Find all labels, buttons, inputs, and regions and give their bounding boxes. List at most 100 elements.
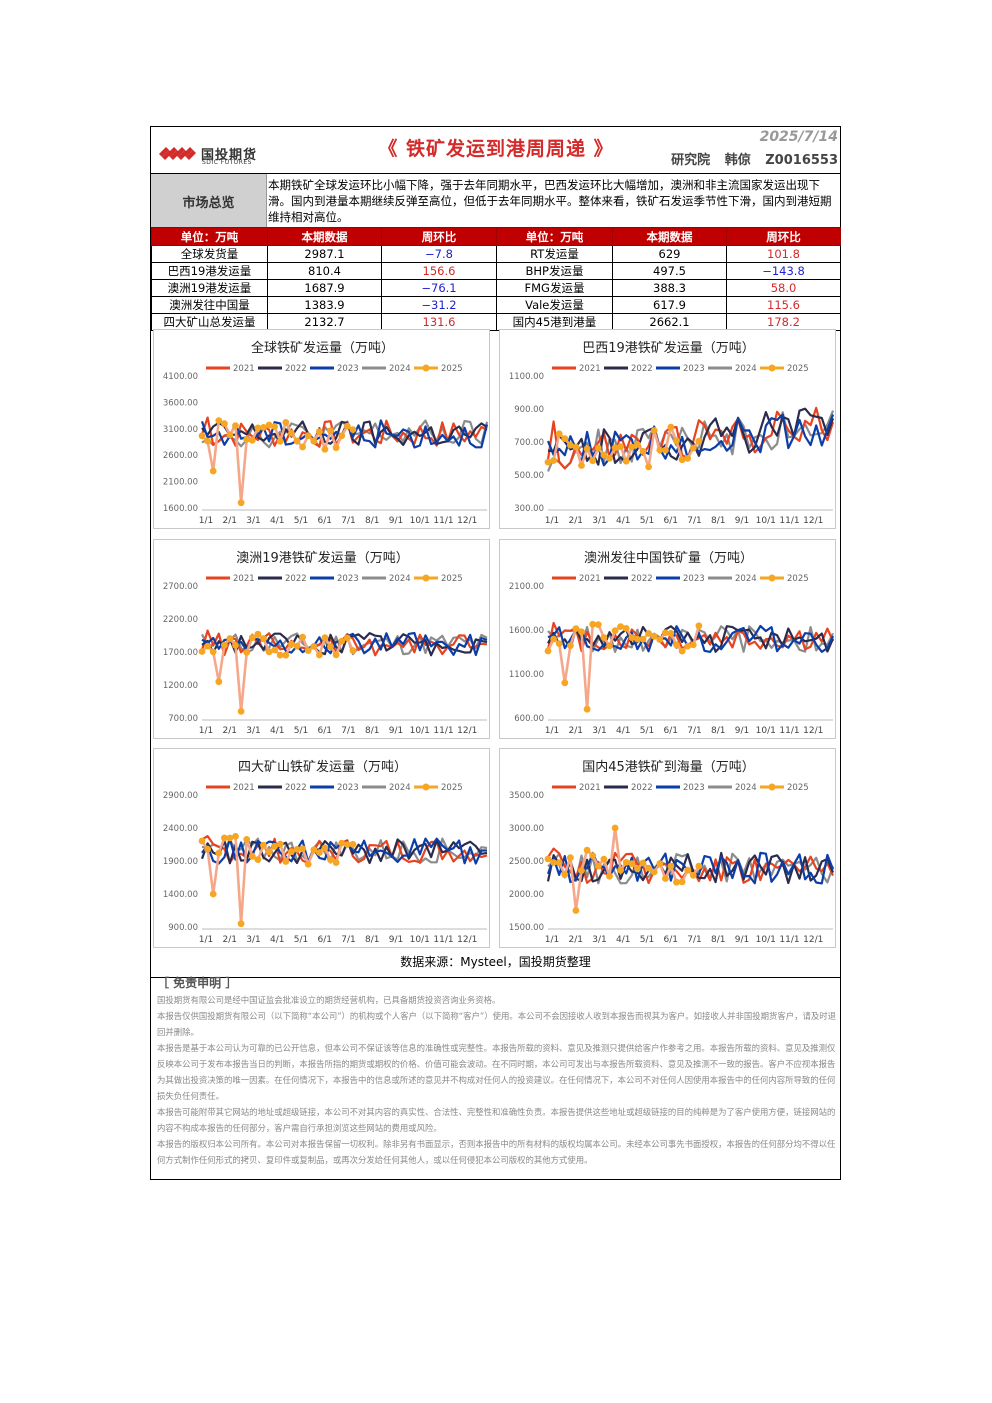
series-point-2025: [204, 642, 211, 650]
svg-text:2025: 2025: [787, 783, 809, 793]
series-point-2025: [349, 840, 357, 848]
row-value-right: 629: [612, 245, 727, 263]
legend-item: 2025: [760, 574, 809, 584]
series-point-2025: [276, 437, 284, 445]
series-point-2025: [304, 432, 312, 440]
x-tick-label: 1/1: [199, 726, 213, 736]
series-point-2025: [650, 868, 658, 876]
x-tick-label: 2/1: [223, 726, 237, 736]
series-point-2025: [254, 424, 262, 432]
series-line-2025: [201, 419, 354, 504]
series-point-2025: [673, 878, 680, 886]
series-point-2025: [594, 621, 602, 628]
svg-text:2024: 2024: [735, 783, 757, 793]
line-chart: 澳洲发往中国铁矿量（万吨） 2021 2022 2023 2024 2025 2100.00…: [509, 550, 835, 736]
series-point-2025: [332, 651, 340, 659]
series-line-2022: [546, 851, 835, 885]
series-point-2025: [611, 627, 619, 634]
x-tick-label: 8/1: [711, 516, 725, 526]
series-point-2025: [695, 862, 703, 870]
chart-panel: 四大矿山铁矿发运量（万吨） 2021 2022 2023 2024 2025 2900.00…: [153, 748, 490, 948]
series-point-2025: [299, 443, 306, 451]
series-point-2025: [656, 860, 664, 867]
disclaimer-body: 国投期货有限公司是经中国证监会批准设立的期货经营机构，已具备期货投资咨询业务资格…: [157, 992, 837, 1168]
shipment-table: 单位：万吨 本期数据 周环比 单位：万吨 本期数据 周环比 全球发货量 2987.…: [151, 227, 841, 331]
chart-panel: 澳洲发往中国铁矿量（万吨） 2021 2022 2023 2024 2025 2100.00…: [499, 539, 836, 739]
series-point-2025: [304, 860, 312, 868]
disclaimer-paragraph: 本报告仅供国投期货有限公司（以下简称“本公司”）的机构或个人客户（以下简称“客户…: [157, 1011, 836, 1037]
series-point-2025: [550, 859, 557, 866]
series-point-2025: [327, 427, 334, 435]
series-point-2025: [310, 437, 318, 445]
y-tick-label: 500.00: [514, 471, 544, 481]
series-point-2025: [622, 625, 630, 632]
series-point-2025: [662, 446, 669, 454]
series-point-2025: [338, 839, 346, 847]
series-point-2025: [304, 647, 312, 654]
series-line-2025: [201, 632, 355, 713]
svg-text:2022: 2022: [285, 783, 307, 793]
series-point-2025: [310, 846, 318, 854]
row-change-right: 101.8: [726, 245, 841, 263]
disclaimer-paragraph: 本报告的版权归本公司所有。本公司对本报告保留一切权利。除非另有书面显示，否则本报…: [157, 1139, 836, 1165]
series-point-2025: [600, 855, 608, 863]
x-tick-label: 4/1: [616, 516, 630, 526]
x-tick-label: 6/1: [664, 516, 678, 526]
series-point-2025: [695, 622, 703, 630]
y-tick-label: 1600.00: [509, 626, 544, 636]
row-name-right: FMG发运量: [496, 279, 613, 297]
table-row: 四大矿山总发运量 2132.7 131.6 国内45港到港量 2662.1 178.2: [151, 313, 841, 331]
x-tick-label: 9/1: [389, 935, 403, 945]
x-tick-label: 3/1: [246, 726, 260, 736]
series-point-2025: [282, 419, 290, 426]
x-tick-label: 8/1: [365, 935, 379, 945]
y-tick-label: 3100.00: [163, 425, 198, 435]
series-point-2025: [695, 437, 703, 445]
row-name-right: BHP发运量: [496, 262, 613, 280]
x-tick-label: 10/1: [410, 935, 430, 945]
series-point-2025: [338, 637, 346, 645]
series-line-2022: [201, 420, 488, 447]
y-tick-label: 2100.00: [509, 582, 544, 592]
legend-item: 2025: [414, 574, 463, 584]
y-tick-label: 1700.00: [163, 648, 198, 658]
series-point-2025: [271, 842, 278, 850]
series-point-2025: [254, 630, 262, 638]
svg-text:2021: 2021: [579, 783, 601, 793]
x-tick-label: 2/1: [569, 726, 583, 736]
series-point-2025: [338, 432, 346, 440]
series-point-2025: [226, 431, 234, 439]
x-tick-label: 3/1: [592, 726, 606, 736]
svg-text:2021: 2021: [579, 364, 601, 374]
y-tick-label: 4100.00: [163, 372, 198, 382]
series-point-2025: [583, 705, 591, 713]
disclaimer-paragraph: 本报告是基于本公司认为可靠的已公开信息，但本公司不保证该等信息的准确性或完整性。…: [157, 1043, 836, 1101]
svg-text:2023: 2023: [683, 364, 705, 374]
x-tick-label: 2/1: [569, 935, 583, 945]
x-tick-label: 8/1: [711, 935, 725, 945]
y-tick-label: 600.00: [514, 714, 544, 724]
x-tick-label: 6/1: [318, 935, 332, 945]
svg-text:2021: 2021: [233, 783, 255, 793]
x-tick-label: 5/1: [294, 726, 308, 736]
y-tick-label: 3000.00: [509, 824, 544, 834]
x-tick-label: 9/1: [389, 726, 403, 736]
row-name-left: 全球发货量: [151, 245, 268, 263]
series-point-2025: [606, 642, 613, 650]
x-tick-label: 12/1: [457, 935, 477, 945]
series-point-2025: [204, 437, 211, 445]
series-point-2025: [583, 846, 591, 854]
series-point-2025: [198, 837, 206, 845]
svg-text:2022: 2022: [631, 783, 653, 793]
y-tick-label: 1100.00: [509, 372, 544, 382]
legend-item: 2024: [708, 364, 757, 374]
summary-text: 本期铁矿全球发运环比小幅下降，强于去年同期水平，巴西发运环比大幅增加，澳洲和非主…: [268, 178, 832, 224]
series-point-2025: [594, 862, 602, 870]
series-point-2025: [689, 871, 697, 879]
summary-label: 市场总览: [151, 174, 267, 228]
series-point-2025: [667, 630, 675, 637]
series-point-2025: [673, 437, 680, 445]
svg-text:2024: 2024: [735, 364, 757, 374]
col-unit-left: 单位：万吨: [151, 227, 268, 246]
series-point-2025: [572, 443, 580, 451]
